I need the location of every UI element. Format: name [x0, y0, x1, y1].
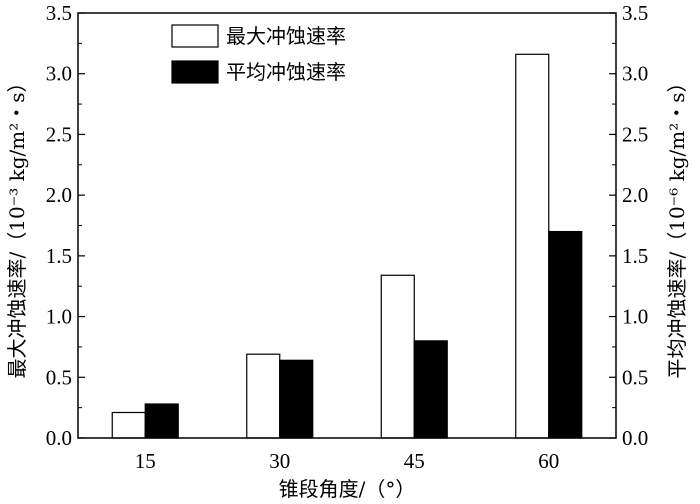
- legend-swatch-avg-rate: [171, 60, 219, 84]
- x-tick-label-30: 30: [269, 449, 290, 473]
- bar-avg-rate-15: [144, 403, 179, 439]
- right-axis-ticks: 0.0 0.5 1.0 1.5 2.0 2.5 3.0 3.5: [609, 1, 648, 450]
- y-tick-label-left: 1.5: [46, 244, 72, 268]
- y-tick-label-left: 2.0: [46, 183, 72, 207]
- y-axis-title-left: 最大冲蚀速率/（10⁻³ kg/m²・s）: [5, 72, 29, 378]
- y-tick-label-left: 3.5: [46, 1, 72, 25]
- bar-avg-rate-45: [413, 340, 448, 439]
- y-tick-label-right: 0.0: [622, 426, 648, 450]
- y-tick-label-left: 3.0: [46, 62, 72, 86]
- legend-label-max-rate: 最大冲蚀速率: [226, 24, 346, 48]
- legend: 最大冲蚀速率 平均冲蚀速率: [171, 24, 346, 84]
- y-tick-label-right: 2.5: [622, 122, 648, 146]
- bar-max-rate-15: [111, 411, 146, 439]
- legend-label-avg-rate: 平均冲蚀速率: [226, 60, 346, 84]
- bar-max-rate-30: [246, 353, 281, 439]
- y-tick-label-right: 0.5: [622, 365, 648, 389]
- y-tick-label-right: 3.0: [622, 62, 648, 86]
- y-tick-label-left: 0.5: [46, 365, 72, 389]
- y-tick-label-right: 3.5: [622, 1, 648, 25]
- left-axis-ticks: 0.0 0.5 1.0 1.5 2.0 2.5 3.0 3.5: [46, 1, 85, 450]
- x-axis-ticks: 15 30 45 60: [135, 431, 559, 473]
- x-tick-label-15: 15: [135, 449, 156, 473]
- bars-group: [111, 53, 583, 439]
- y-tick-label-left: 1.0: [46, 305, 72, 329]
- x-tick-label-60: 60: [538, 449, 559, 473]
- x-tick-label-45: 45: [404, 449, 425, 473]
- y-tick-label-right: 1.0: [622, 305, 648, 329]
- x-axis-title: 锥段角度/（°）: [279, 477, 416, 501]
- bar-max-rate-45: [380, 274, 415, 439]
- legend-swatch-max-rate: [171, 24, 219, 48]
- bar-max-rate-60: [515, 53, 550, 439]
- y-tick-label-right: 1.5: [622, 244, 648, 268]
- bar-avg-rate-30: [279, 359, 314, 439]
- bar-avg-rate-60: [548, 230, 583, 439]
- y-axis-title-right: 平均冲蚀速率/（10⁻⁶ kg/m²・s）: [665, 72, 689, 378]
- y-tick-label-left: 2.5: [46, 122, 72, 146]
- y-tick-label-right: 2.0: [622, 183, 648, 207]
- y-tick-label-left: 0.0: [46, 426, 72, 450]
